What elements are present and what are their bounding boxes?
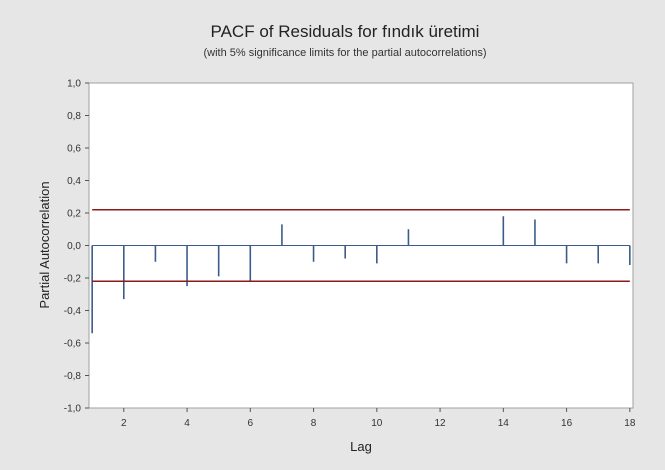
x-axis: 2 4 6 8 10 12 14 16 18 <box>121 408 636 429</box>
significance-limits <box>92 208 630 283</box>
y-tick-label: -0,2 <box>64 274 82 285</box>
y-tick-label: -0,6 <box>64 339 82 350</box>
y-tick-label: -0,4 <box>64 306 82 317</box>
y-tick-label: 0,8 <box>67 111 81 122</box>
x-axis-title: Lag <box>350 439 372 454</box>
x-tick-label: 4 <box>184 418 190 429</box>
x-tick-label: 10 <box>371 418 383 429</box>
y-tick-label: 1,0 <box>67 79 81 90</box>
x-tick-label: 16 <box>561 418 573 429</box>
y-tick-label: 0,2 <box>67 209 81 220</box>
x-tick-label: 6 <box>248 418 254 429</box>
pacf-bars <box>91 216 631 334</box>
x-tick-label: 18 <box>624 418 636 429</box>
y-axis: 1,0 0,8 0,6 0,4 0,2 0,0 -0,2 -0,4 -0,6 -0,8 -1,0 <box>64 79 89 415</box>
y-tick-label: 0,4 <box>67 176 81 187</box>
y-tick-label: 0,0 <box>67 241 81 252</box>
y-axis-title: Partial Autocorrelation <box>37 181 52 308</box>
x-tick-label: 8 <box>311 418 317 429</box>
y-tick-label: -1,0 <box>64 404 82 415</box>
x-tick-label: 12 <box>435 418 447 429</box>
chart-title: PACF of Residuals for fındık üretimi <box>211 22 480 41</box>
x-tick-label: 14 <box>498 418 510 429</box>
chart-subtitle: (with 5% significance limits for the par… <box>203 47 486 59</box>
y-tick-label: -0,8 <box>64 371 82 382</box>
x-tick-label: 2 <box>121 418 127 429</box>
y-tick-label: 0,6 <box>67 144 81 155</box>
